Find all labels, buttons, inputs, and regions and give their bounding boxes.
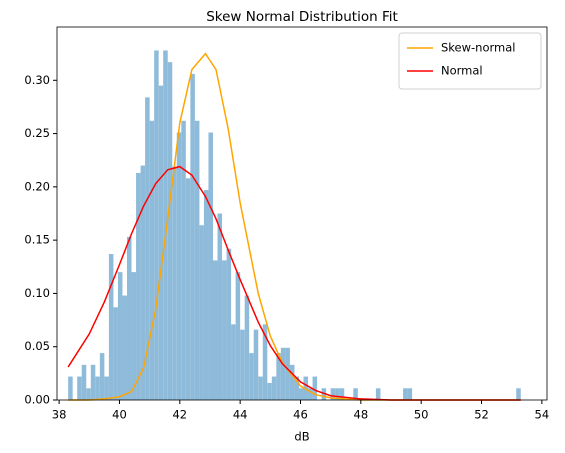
bar — [77, 376, 82, 400]
bar — [339, 388, 345, 400]
y-tick-label: 0.25 — [24, 126, 50, 140]
bar — [222, 260, 227, 400]
x-tick-label: 50 — [414, 408, 429, 422]
bar — [86, 388, 91, 400]
bar — [190, 73, 195, 401]
y-tick-label: 0.10 — [24, 286, 50, 300]
bar — [407, 388, 413, 400]
bar — [226, 248, 232, 400]
bar — [375, 388, 381, 400]
bar — [308, 388, 313, 400]
bar — [104, 376, 109, 400]
legend-label: Normal — [441, 64, 483, 78]
bar — [149, 120, 155, 400]
y-tick-label: 0.20 — [24, 179, 50, 193]
bar — [122, 295, 127, 400]
chart-title: Skew Normal Distribution Fit — [206, 9, 398, 25]
bar — [231, 324, 236, 400]
bar — [163, 50, 168, 401]
bar — [240, 329, 245, 400]
bar — [516, 388, 521, 400]
bar — [249, 353, 254, 400]
x-tick-label: 46 — [293, 408, 308, 422]
bar — [335, 388, 340, 400]
x-tick-label: 48 — [354, 408, 369, 422]
y-tick-label: 0.15 — [24, 233, 50, 247]
bar — [235, 272, 241, 400]
bar — [185, 178, 191, 400]
bar — [154, 50, 159, 401]
bar — [136, 173, 141, 400]
bar — [95, 376, 100, 400]
bar — [258, 376, 263, 400]
plot-frame — [56, 26, 548, 401]
bar — [312, 376, 318, 400]
bar — [176, 132, 182, 400]
bar — [253, 329, 259, 400]
bar — [172, 166, 177, 400]
bar — [203, 190, 209, 400]
bar — [158, 85, 164, 400]
x-tick-label: 52 — [474, 408, 489, 422]
bar — [285, 347, 290, 400]
bar — [244, 295, 250, 400]
y-tick-label: 0.05 — [24, 339, 50, 353]
bar — [262, 324, 268, 400]
bar — [330, 388, 336, 400]
legend-box — [398, 32, 542, 90]
bar — [298, 388, 304, 400]
y-tick-label: 0.00 — [24, 393, 50, 407]
bar — [140, 165, 146, 400]
bar — [271, 376, 277, 400]
legend-label: Skew-normal — [441, 41, 515, 55]
bar — [403, 388, 408, 400]
bar — [208, 132, 213, 400]
bar — [167, 62, 173, 400]
bar — [181, 120, 186, 400]
bar — [145, 97, 150, 400]
bar — [353, 388, 358, 400]
bar — [217, 213, 223, 400]
bar — [280, 347, 286, 400]
x-tick-label: 42 — [172, 408, 187, 422]
bar — [108, 253, 114, 400]
bar — [212, 260, 218, 400]
bar — [276, 353, 281, 400]
bar — [289, 364, 295, 400]
x-tick-label: 38 — [52, 408, 67, 422]
bar — [194, 120, 200, 400]
bar — [321, 388, 327, 400]
bar — [68, 376, 73, 400]
bar — [90, 364, 96, 400]
x-tick-label: 40 — [112, 408, 127, 422]
x-axis-label: dB — [294, 430, 309, 444]
bar — [131, 272, 137, 400]
bar — [199, 225, 204, 400]
x-tick-label: 44 — [233, 408, 248, 422]
bar — [81, 364, 87, 400]
bar — [117, 272, 123, 400]
bar — [267, 382, 272, 400]
line — [67, 165, 521, 401]
bar — [113, 307, 118, 400]
bar — [99, 353, 105, 400]
bar — [294, 376, 299, 400]
y-tick-label: 0.30 — [24, 73, 50, 87]
x-tick-label: 54 — [535, 408, 550, 422]
bar — [127, 236, 132, 400]
